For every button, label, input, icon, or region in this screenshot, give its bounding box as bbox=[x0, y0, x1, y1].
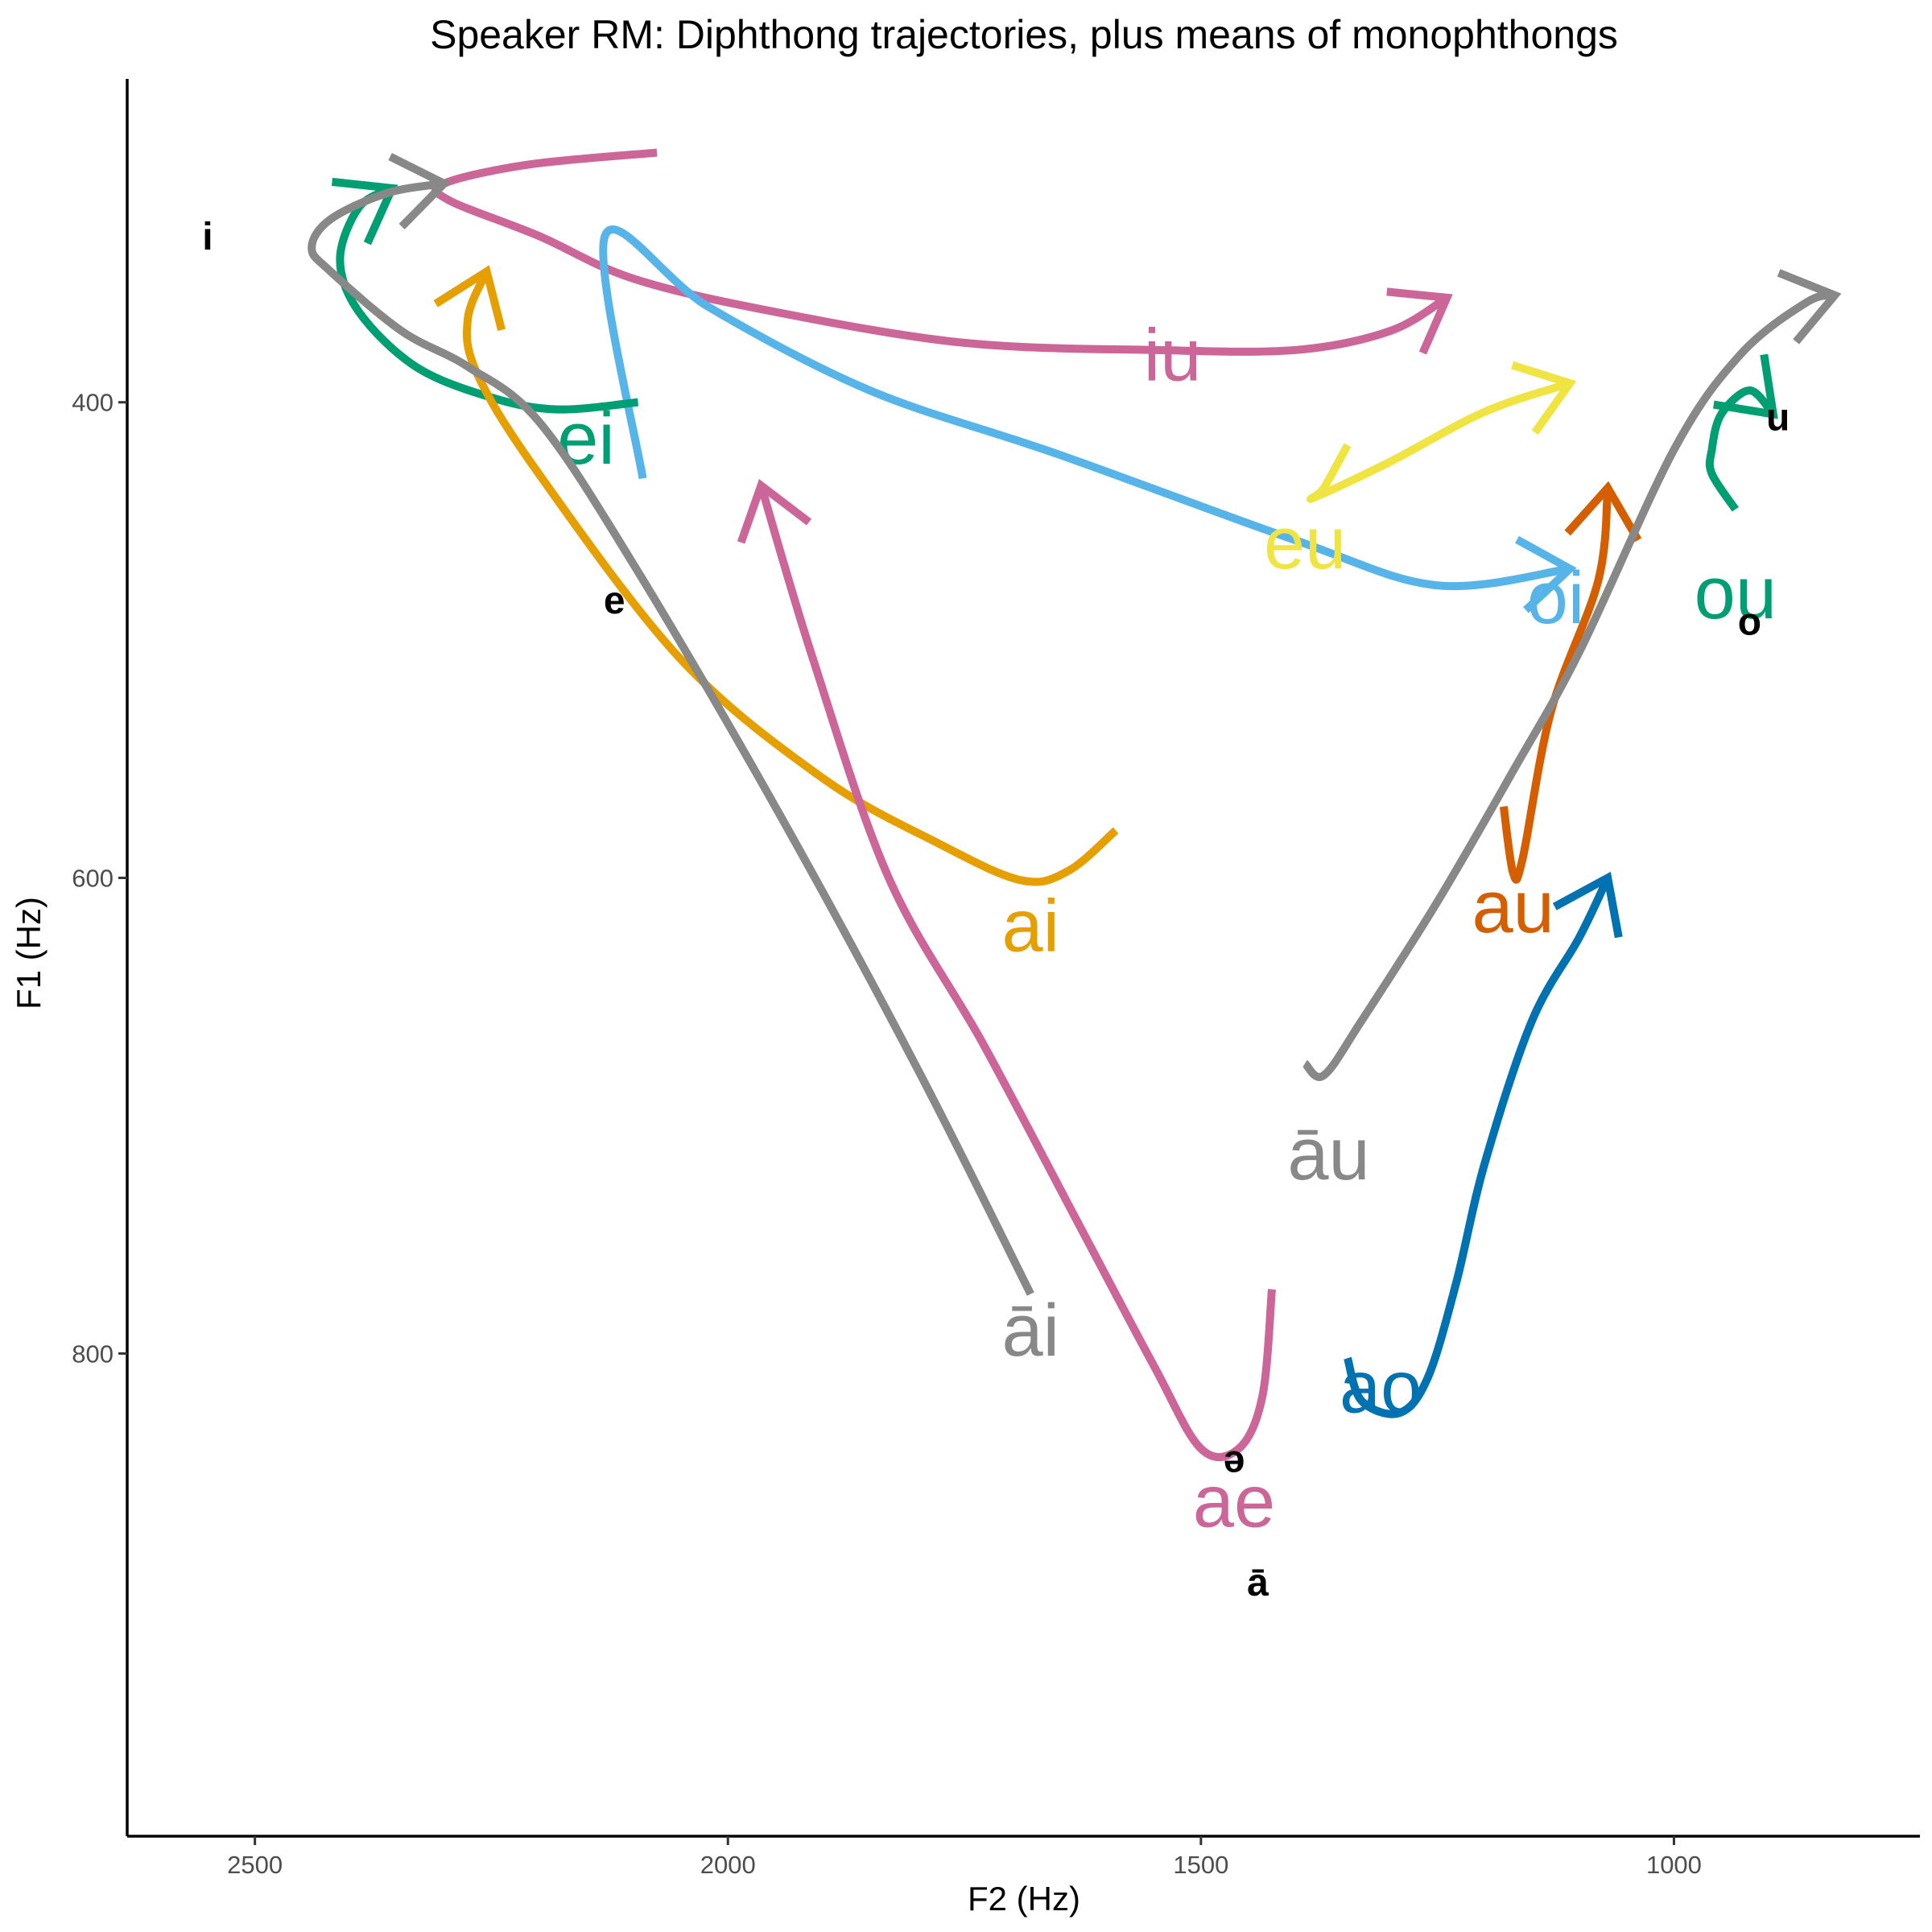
series-ao: ao bbox=[1340, 871, 1623, 1429]
arrowhead-ai-long bbox=[388, 153, 452, 230]
chart-title: Speaker RM: Diphthong trajectories, plus… bbox=[430, 12, 1618, 57]
x-tick-label-1000: 1000 bbox=[1646, 1851, 1702, 1879]
arrowhead-iu bbox=[1386, 287, 1453, 355]
trajectory-au bbox=[1499, 487, 1612, 884]
series-label-ao: ao bbox=[1340, 1347, 1422, 1429]
series-au-long: āu bbox=[1287, 269, 1842, 1195]
x-axis-title: F2 (Hz) bbox=[968, 1880, 1080, 1918]
arrowhead-ae bbox=[737, 478, 812, 544]
trajectory-ei bbox=[336, 184, 639, 414]
arrowhead-ai bbox=[433, 265, 506, 332]
y-tick-label-400: 400 bbox=[72, 389, 114, 417]
monophthong-schwa: ə bbox=[1224, 1438, 1245, 1480]
monophthong-i: i bbox=[202, 216, 213, 258]
trajectory-ao bbox=[1344, 876, 1612, 1418]
series-label-ou: ou bbox=[1695, 552, 1777, 634]
trajectory-eu bbox=[1306, 379, 1571, 503]
series-label-ai: ai bbox=[1002, 886, 1060, 968]
series-label-ai-long: āi bbox=[1002, 1290, 1060, 1372]
monophthong-u: u bbox=[1766, 396, 1790, 439]
series-label-ae: ae bbox=[1193, 1460, 1275, 1542]
arrowhead-eu bbox=[1511, 361, 1577, 436]
monophthong-a: ā bbox=[1247, 1562, 1269, 1604]
trajectory-ou bbox=[1705, 386, 1777, 512]
trajectory-ae bbox=[757, 484, 1276, 1461]
trajectory-au-long bbox=[1302, 291, 1836, 1081]
series-au: au bbox=[1472, 481, 1642, 948]
arrowhead-oi bbox=[1515, 535, 1577, 613]
series-label-au-long: āu bbox=[1287, 1113, 1369, 1195]
series-ou: ou bbox=[1695, 353, 1778, 634]
trajectory-oi bbox=[599, 225, 1571, 591]
y-ticks: 400 600 800 bbox=[72, 389, 127, 1368]
series-ai-long: āi bbox=[308, 153, 1060, 1372]
series-ae: ae bbox=[737, 478, 1276, 1542]
arrowhead-au bbox=[1564, 481, 1642, 543]
arrowhead-au-long bbox=[1777, 269, 1842, 345]
series-label-au: au bbox=[1472, 866, 1554, 948]
x-ticks: 2500 2000 1500 1000 bbox=[227, 1836, 1702, 1879]
arrowhead-ao bbox=[1552, 871, 1623, 939]
axes: 2500 2000 1500 1000 400 600 800 bbox=[72, 79, 1920, 1879]
monophthong-o: o bbox=[1738, 601, 1761, 644]
series-label-eu: eu bbox=[1264, 502, 1346, 584]
x-tick-label-2500: 2500 bbox=[227, 1851, 283, 1879]
monophthong-e: e bbox=[604, 580, 625, 622]
trajectory-ai-long bbox=[308, 180, 1034, 1296]
series-label-oi: oi bbox=[1527, 557, 1585, 639]
y-tick-label-800: 800 bbox=[72, 1340, 114, 1368]
series-eu: eu bbox=[1264, 361, 1577, 584]
series-label-iu: iu bbox=[1144, 315, 1202, 397]
y-axis-title: F1 (Hz) bbox=[10, 897, 47, 1009]
x-tick-label-1500: 1500 bbox=[1173, 1851, 1228, 1879]
y-tick-label-600: 600 bbox=[72, 865, 114, 893]
x-tick-label-2000: 2000 bbox=[700, 1851, 756, 1879]
arrowhead-ou bbox=[1713, 353, 1778, 419]
series-oi: oi bbox=[599, 225, 1585, 639]
series-label-ei: ei bbox=[557, 398, 615, 480]
